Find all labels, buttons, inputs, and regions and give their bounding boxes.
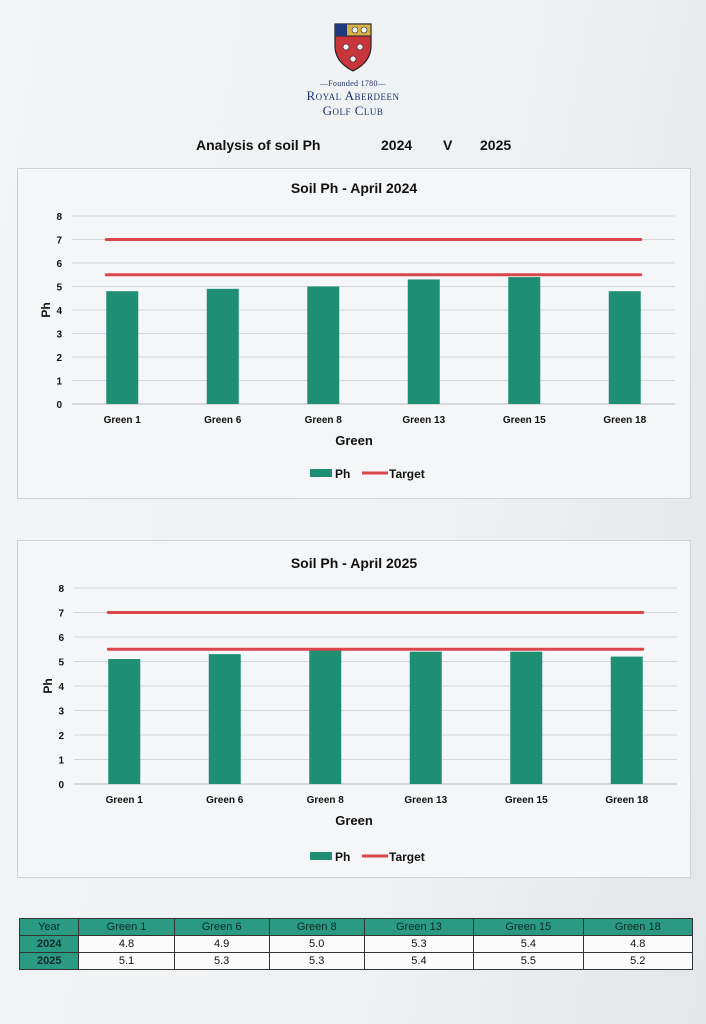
- y-axis-label: Ph: [41, 678, 55, 693]
- bar: [409, 651, 442, 784]
- table-row: 2025 5.1 5.3 5.3 5.4 5.5 5.2: [18, 952, 694, 970]
- chart-title: Soil Ph - April 2024: [291, 180, 418, 196]
- bar: [608, 291, 641, 404]
- legend-label-ph: Ph: [335, 467, 350, 481]
- bar: [206, 288, 239, 404]
- x-tick-label: Green 6: [206, 795, 244, 806]
- table-header-green: Green 6: [173, 918, 270, 936]
- table-header-green: Green 8: [268, 918, 365, 936]
- y-tick-label: 4: [56, 306, 62, 317]
- x-axis-label: Green: [335, 813, 373, 828]
- table-cell-year: 2024: [18, 935, 80, 953]
- y-tick-label: 3: [56, 330, 62, 341]
- legend-label-ph: Ph: [335, 850, 350, 864]
- club-crest-logo: [334, 23, 372, 72]
- table-cell-value: 5.1: [78, 952, 175, 970]
- chart-panel-2024: Soil Ph - April 2024 0 1 2 3 4 5 6 7 8 Ph Green 1 Gr…: [17, 168, 691, 499]
- heading-versus: V: [443, 137, 453, 153]
- table-cell-value: 5.0: [268, 935, 365, 953]
- y-tick-label: 4: [58, 682, 64, 693]
- chart-2024: Soil Ph - April 2024 0 1 2 3 4 5 6 7 8 Ph Green 1 Gr…: [39, 180, 675, 481]
- y-tick-label: 0: [56, 400, 62, 411]
- chart-title: Soil Ph - April 2025: [291, 555, 418, 571]
- y-tick-label: 8: [56, 212, 62, 223]
- legend-label-target: Target: [389, 467, 425, 481]
- table-cell-value: 5.4: [473, 935, 584, 953]
- y-tick-label: 6: [58, 633, 64, 644]
- table-header-green: Green 1: [78, 918, 175, 936]
- bar: [108, 659, 141, 784]
- bar: [508, 277, 541, 404]
- y-tick-label: 5: [58, 658, 64, 669]
- chart-panel-2025: Soil Ph - April 2025 0 1 2 3 4 5 6 7 8 Ph Green 1 Gr…: [17, 540, 691, 878]
- bar: [510, 651, 543, 784]
- table-cell-value: 5.4: [363, 952, 475, 970]
- table-cell-value: 5.3: [363, 935, 475, 953]
- table-header-green: Green 15: [473, 918, 584, 936]
- table-cell-value: 4.8: [78, 935, 175, 953]
- page-title: Analysis of soil Ph: [196, 137, 321, 153]
- y-tick-label: 1: [56, 377, 62, 388]
- y-tick-label: 6: [56, 259, 62, 270]
- x-tick-label: Green 1: [104, 415, 142, 426]
- heading-year-b: 2025: [480, 137, 512, 153]
- x-tick-label: Green 8: [307, 795, 345, 806]
- x-tick-label: Green 1: [106, 795, 144, 806]
- bar: [307, 286, 340, 404]
- bar: [407, 279, 440, 404]
- y-tick-label: 1: [58, 756, 64, 767]
- y-tick-label: 8: [58, 584, 64, 595]
- table-row: 2024 4.8 4.9 5.0 5.3 5.4 4.8: [18, 935, 694, 953]
- y-tick-label: 7: [58, 609, 64, 620]
- table-header-green: Green 18: [582, 918, 694, 936]
- chart-2025: Soil Ph - April 2025 0 1 2 3 4 5 6 7 8 Ph Green 1 Gr…: [41, 555, 677, 864]
- table-header-green: Green 13: [363, 918, 475, 936]
- table-header-row: Year Green 1 Green 6 Green 8 Green 13 Green 1…: [18, 918, 694, 936]
- table-cell-value: 5.3: [173, 952, 270, 970]
- founded-text: —Founded 1780—: [319, 79, 387, 88]
- x-tick-label: Green 15: [503, 415, 546, 426]
- ph-data-table: Year Green 1 Green 6 Green 8 Green 13 Green 1…: [18, 918, 694, 970]
- table-cell-value: 4.8: [582, 935, 694, 953]
- legend-swatch-ph: [310, 469, 332, 477]
- y-tick-label: 2: [58, 731, 64, 742]
- y-tick-label: 7: [56, 236, 62, 247]
- bar: [106, 291, 139, 404]
- x-tick-label: Green 15: [505, 795, 548, 806]
- table-cell-value: 5.5: [473, 952, 584, 970]
- x-tick-label: Green 6: [204, 415, 242, 426]
- table-cell-value: 4.9: [173, 935, 270, 953]
- legend-label-target: Target: [389, 850, 425, 864]
- table-cell-value: 5.3: [268, 952, 365, 970]
- y-tick-label: 0: [58, 780, 64, 791]
- bar: [610, 656, 643, 784]
- table-cell-year: 2025: [18, 952, 80, 970]
- y-axis-label: Ph: [39, 302, 53, 317]
- x-tick-label: Green 18: [603, 415, 646, 426]
- club-name-line1: Royal Aberdeen: [306, 88, 400, 103]
- heading-year-a: 2024: [381, 137, 413, 153]
- x-tick-label: Green 8: [305, 415, 343, 426]
- legend-swatch-ph: [310, 852, 332, 860]
- x-axis-label: Green: [335, 433, 373, 448]
- table-header-year: Year: [18, 918, 80, 936]
- table-body: 2024 4.8 4.9 5.0 5.3 5.4 4.8 2025 5.1 5.3 5.3 5.4 5.…: [18, 935, 694, 970]
- y-tick-label: 5: [56, 283, 62, 294]
- bar: [309, 649, 342, 784]
- x-tick-label: Green 13: [402, 415, 445, 426]
- y-tick-label: 3: [58, 707, 64, 718]
- club-name-block: —Founded 1780— Royal Aberdeen Golf Club: [0, 79, 706, 118]
- table-cell-value: 5.2: [582, 952, 694, 970]
- bar: [208, 654, 241, 784]
- x-tick-label: Green 18: [605, 795, 648, 806]
- x-tick-label: Green 13: [404, 795, 447, 806]
- club-name-line2: Golf Club: [322, 103, 384, 118]
- y-tick-label: 2: [56, 353, 62, 364]
